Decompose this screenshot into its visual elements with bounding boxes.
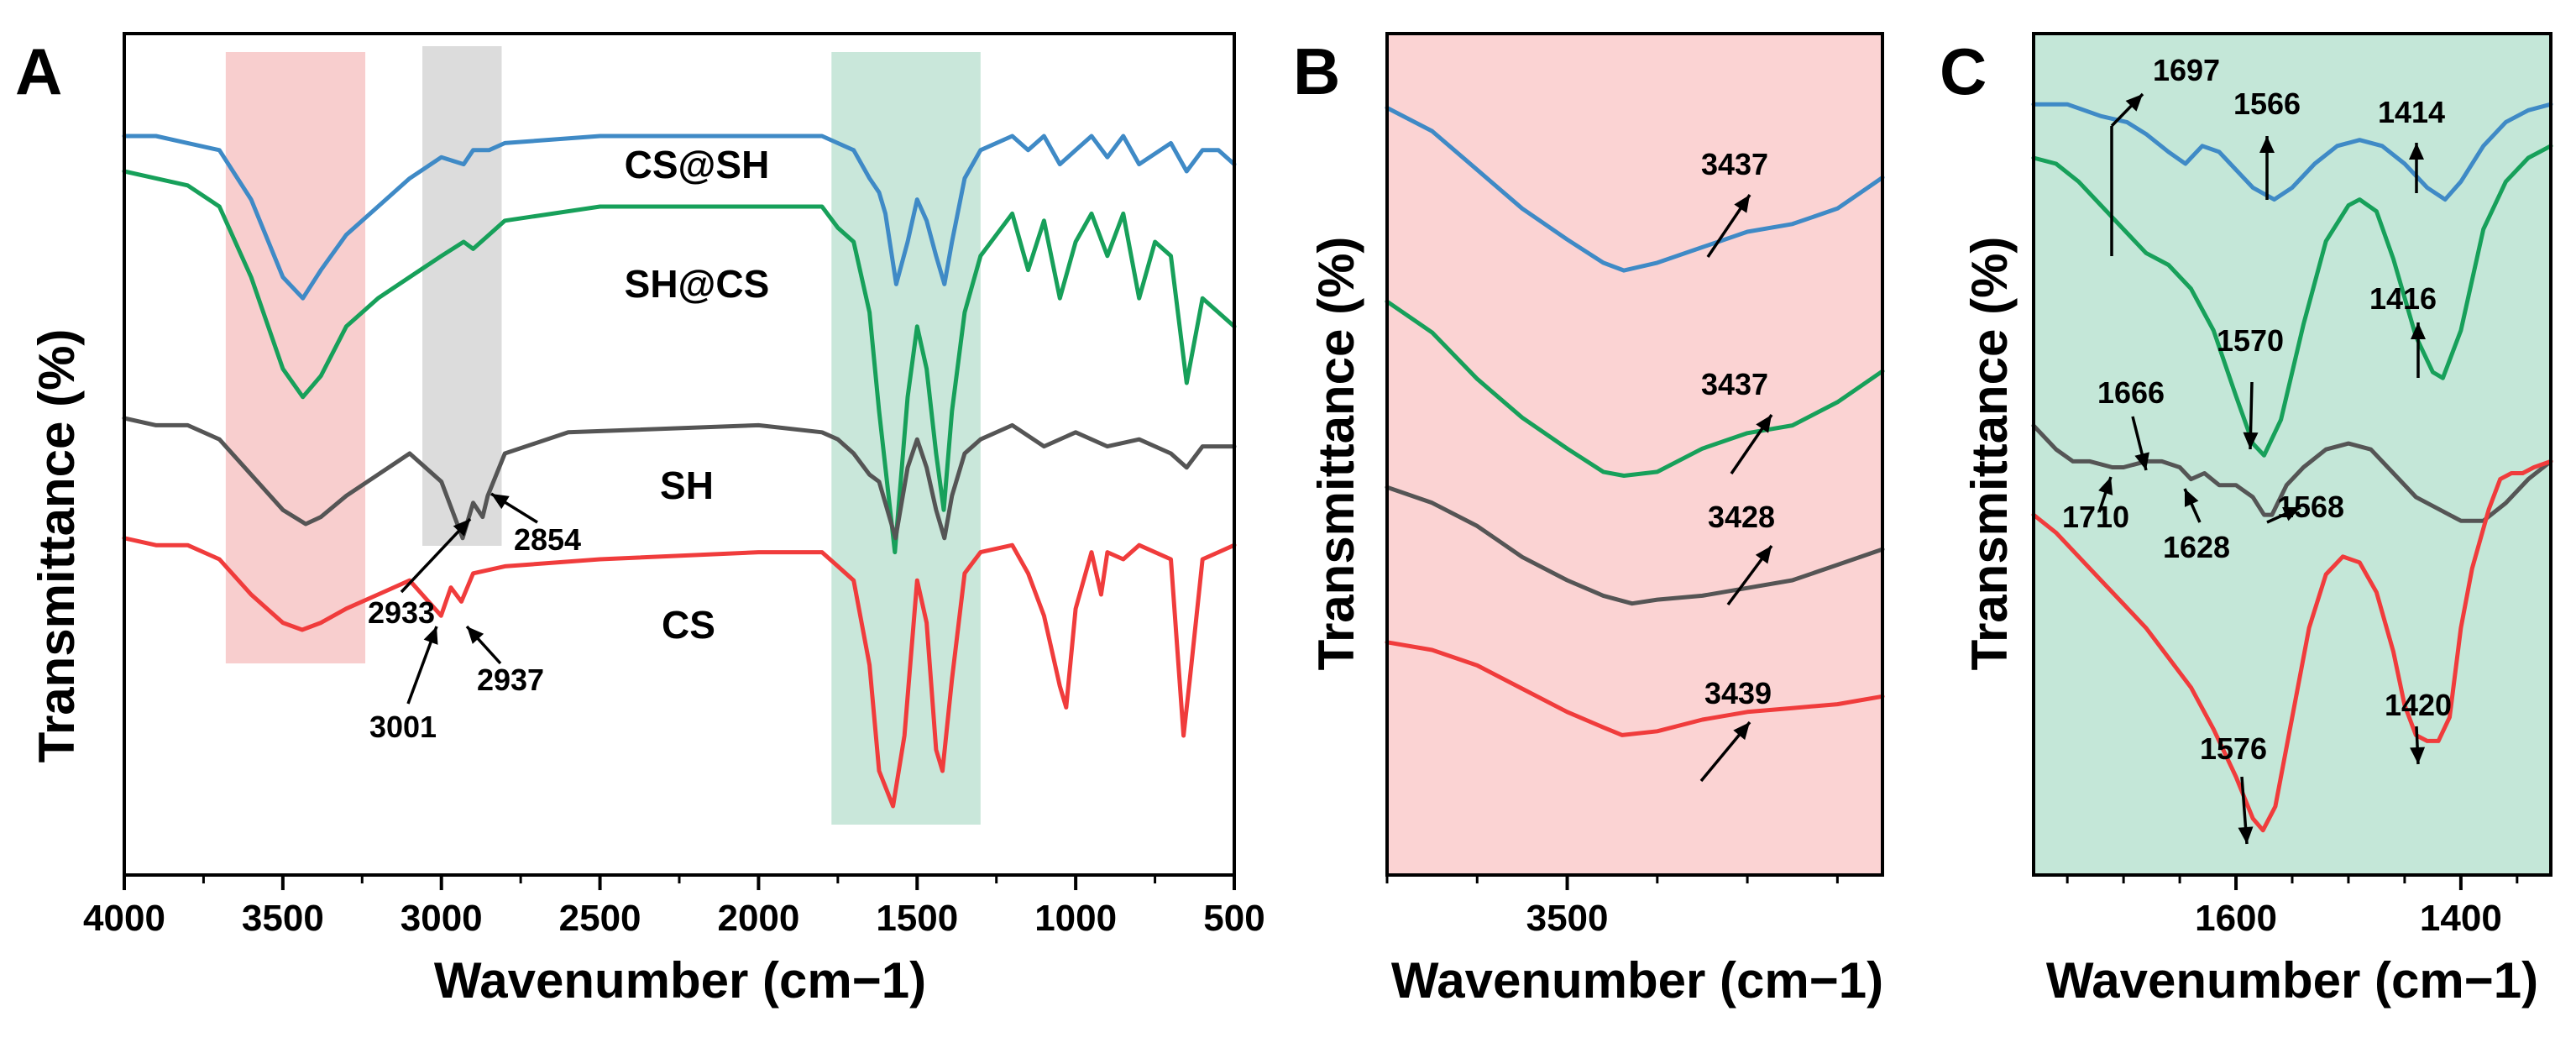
y-axis-title-b: Transmittance (%) <box>1308 237 1364 671</box>
peak-label-b-3437-2: 3437 <box>1701 367 1768 401</box>
peak-label-c-1697-1: 1697 <box>2153 53 2220 87</box>
peak-label-a-2937-4: 2937 <box>477 663 544 697</box>
series-line-b-cs <box>1385 640 1885 737</box>
peak-label-c-1576-10: 1576 <box>2200 731 2267 766</box>
peak-label-b-3437-1: 3437 <box>1701 147 1768 181</box>
annotations-c: 1697 1566 1414 1416 1570 1666 1710 1628 1568 1576… <box>2062 53 2452 845</box>
x-tick-label-a-3500: 3500 <box>242 898 324 939</box>
peak-label-a-3001-3-arrowhead <box>423 626 438 645</box>
peak-label-b-3428-3: 3428 <box>1708 500 1775 534</box>
peak-label-c-1666-6-arrowhead <box>2134 452 2149 470</box>
panel-c: 1600 1400 C Transmittance (%) Wavenumber … <box>1940 32 2553 1009</box>
peak-label-c-1568-9-arrowhead <box>2282 507 2301 521</box>
peak-label-c-1568-9: 1568 <box>2277 490 2344 524</box>
x-tick-label-c-1400: 1400 <box>2420 898 2502 939</box>
series-label-cs: CS <box>662 603 715 647</box>
x-ticks-a: 4000 3500 3000 2500 2000 1500 1000 500 <box>83 875 1265 939</box>
spectra-lines-c <box>2031 102 2553 833</box>
series-line-a-sh-cs <box>122 169 1237 555</box>
x-axis-title-b: Wavenumber (cm−1) <box>1391 952 1883 1009</box>
x-tick-label-a-4000: 4000 <box>83 898 165 939</box>
x-axis-title-a: Wavenumber (cm−1) <box>434 952 926 1009</box>
series-line-a-cs-sh <box>122 134 1237 301</box>
highlight-band-1 <box>225 52 366 663</box>
series-line-b-sh <box>1385 485 1885 606</box>
peak-label-c-1570-5: 1570 <box>2217 323 2284 358</box>
y-axis-title-a: Transmittance (%) <box>29 329 85 763</box>
panel-a: 4000 3500 3000 2500 2000 1500 1000 500 A Transm… <box>15 32 1265 1009</box>
peak-label-c-1416-4: 1416 <box>2369 281 2437 316</box>
peak-label-c-1628-8-arrowhead <box>2185 489 2199 507</box>
x-tick-label-a-3000: 3000 <box>401 898 483 939</box>
x-tick-label-a-2500: 2500 <box>559 898 641 939</box>
peak-label-c-1570-5-arrowhead <box>2243 432 2259 449</box>
peak-label-a-2854-2: 2854 <box>514 522 581 557</box>
panel-label-c: C <box>1940 34 1987 108</box>
x-tick-label-a-1500: 1500 <box>876 898 958 939</box>
peak-label-c-1697-1-arrowhead <box>2125 94 2143 112</box>
peak-label-c-1576-10-arrowhead <box>2238 826 2254 844</box>
series-line-a-cs <box>122 536 1237 809</box>
peak-label-c-1414-3: 1414 <box>2378 95 2445 129</box>
x-axis-title-c: Wavenumber (cm−1) <box>2046 952 2538 1009</box>
plot-background-b <box>1387 34 1882 875</box>
series-line-b-cs-sh <box>1385 105 1885 273</box>
x-ticks-b: 3500 <box>1385 875 1839 939</box>
annotations-b: 3437 3437 3428 3439 <box>1699 147 1775 783</box>
panel-b: 3500 B Transmittance (%) Wavenumber (cm−… <box>1293 32 1885 1009</box>
peak-label-b-3428-3-arrowhead <box>1755 546 1772 564</box>
panel-label-b: B <box>1293 34 1340 108</box>
series-line-b-sh-cs <box>1385 299 1885 478</box>
series-line-c-sh-cs <box>2031 144 2553 458</box>
x-tick-label-a-500: 500 <box>1203 898 1264 939</box>
peak-label-a-3001-3: 3001 <box>369 710 437 744</box>
peak-label-c-1566-2: 1566 <box>2233 86 2301 121</box>
peak-label-c-1414-3-arrowhead <box>2409 143 2424 160</box>
peak-label-c-1666-6: 1666 <box>2097 375 2165 410</box>
peak-label-c-1628-8: 1628 <box>2163 530 2230 564</box>
peak-label-c-1566-2-arrowhead <box>2259 136 2275 153</box>
series-line-c-cs-sh <box>2031 102 2553 202</box>
annotations-a: 2933 2854 3001 2937 <box>368 492 581 744</box>
peak-label-b-3439-4: 3439 <box>1704 676 1772 710</box>
peak-label-b-3437-2-arrowhead <box>1756 415 1772 433</box>
peak-label-a-2933-1-arrowhead <box>453 519 470 537</box>
panel-label-a: A <box>15 34 62 108</box>
spectra-lines-b <box>1385 105 1885 737</box>
series-label-cs-sh: CS@SH <box>625 143 770 186</box>
series-label-sh-cs: SH@CS <box>625 262 770 306</box>
x-tick-label-c-1600: 1600 <box>2195 898 2277 939</box>
x-tick-label-a-1000: 1000 <box>1034 898 1117 939</box>
peak-label-c-1710-7: 1710 <box>2062 500 2129 534</box>
highlight-bands <box>225 46 981 825</box>
series-label-sh: SH <box>660 464 714 507</box>
plot-frame-b <box>1385 32 1884 877</box>
peak-label-c-1416-4-arrowhead <box>2411 322 2426 339</box>
peak-label-b-3437-1-arrowhead <box>1734 195 1750 213</box>
series-line-c-sh <box>2031 423 2553 523</box>
peak-label-c-1420-11-arrowhead <box>2410 747 2426 764</box>
spectra-lines-a <box>122 134 1237 809</box>
highlight-band-2 <box>422 46 502 546</box>
peak-label-c-1420-11: 1420 <box>2385 688 2452 722</box>
peak-label-b-3439-4-arrowhead <box>1733 722 1750 741</box>
series-line-c-cs <box>2031 458 2553 833</box>
x-tick-label-a-2000: 2000 <box>717 898 799 939</box>
peak-label-a-2933-1: 2933 <box>368 595 435 630</box>
x-tick-label-b-3500: 3500 <box>1526 898 1609 939</box>
series-line-a-sh <box>122 416 1237 541</box>
y-axis-title-c: Transmittance (%) <box>1961 237 2018 671</box>
peak-label-a-2854-2-arrowhead <box>491 494 510 510</box>
peak-label-c-1710-7-arrowhead <box>2098 477 2113 495</box>
peak-label-a-2937-4-arrowhead <box>467 626 484 644</box>
x-ticks-c: 1600 1400 <box>2066 875 2519 939</box>
